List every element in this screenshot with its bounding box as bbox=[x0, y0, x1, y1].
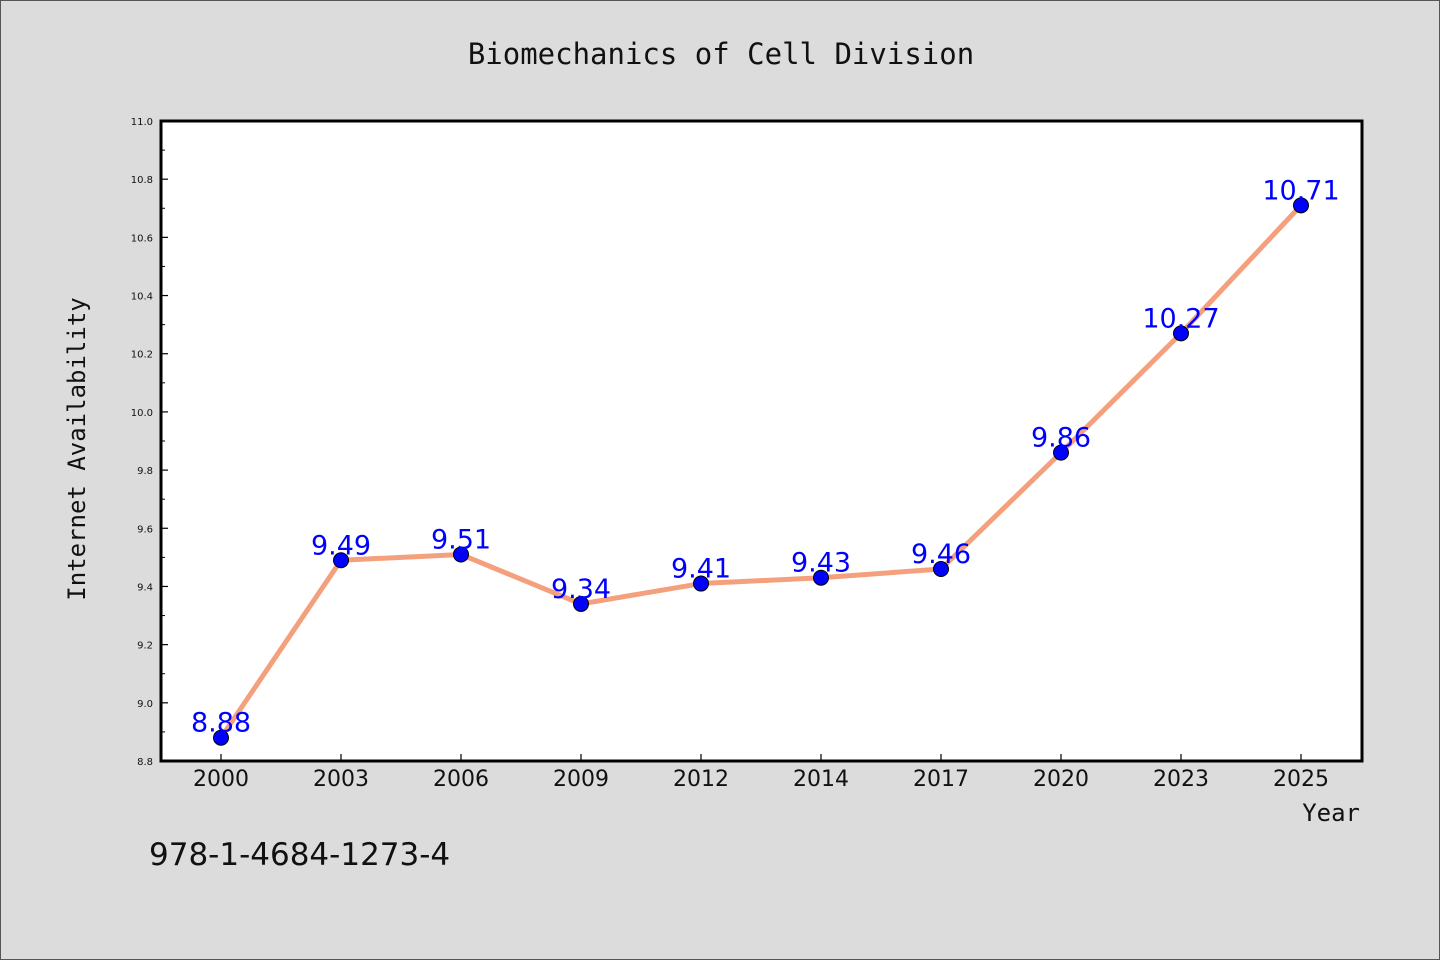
x-tick-label: 2014 bbox=[793, 767, 849, 792]
x-tick-label: 2009 bbox=[553, 767, 609, 792]
data-point bbox=[1293, 197, 1309, 214]
data-point bbox=[933, 561, 949, 577]
y-tick-label: 9.4 bbox=[137, 582, 153, 593]
data-label: 9.41 bbox=[671, 554, 731, 585]
data-label: 9.49 bbox=[311, 530, 371, 561]
data-label: 9.86 bbox=[1031, 423, 1091, 454]
chart-title: Biomechanics of Cell Division bbox=[468, 37, 974, 71]
y-tick-label: 9.6 bbox=[137, 524, 153, 535]
x-tick-label: 2006 bbox=[433, 767, 489, 792]
x-tick-label: 2003 bbox=[313, 767, 369, 792]
data-point bbox=[813, 569, 829, 586]
data-point bbox=[1173, 325, 1189, 342]
data-point bbox=[333, 552, 349, 569]
y-tick-label: 9.0 bbox=[137, 699, 153, 710]
data-label: 9.34 bbox=[551, 574, 611, 605]
data-label: 10.27 bbox=[1142, 303, 1219, 334]
data-label: 9.43 bbox=[791, 548, 851, 579]
y-tick-label: 8.8 bbox=[137, 757, 153, 768]
data-label: 9.46 bbox=[911, 539, 971, 570]
y-axis-ticks: 8.8 9.0 9.2 9.4 9.6 9.8 10.0 10.2 10.4 10.6 10.8 11… bbox=[131, 117, 168, 768]
series-line bbox=[218, 202, 1304, 741]
x-tick-label: 2017 bbox=[913, 767, 969, 792]
x-tick-label: 2025 bbox=[1273, 767, 1329, 792]
y-tick-label: 11.0 bbox=[131, 117, 153, 128]
series-layer bbox=[213, 197, 1309, 746]
data-point bbox=[453, 546, 469, 563]
data-point bbox=[1053, 444, 1069, 461]
y-tick-label: 10.2 bbox=[131, 350, 153, 361]
y-tick-label: 9.8 bbox=[137, 466, 153, 477]
x-tick-label: 2023 bbox=[1153, 767, 1209, 792]
x-axis-label: Year bbox=[1302, 799, 1360, 827]
data-point bbox=[213, 729, 229, 746]
x-tick-label: 2000 bbox=[193, 767, 249, 792]
y-tick-label: 9.2 bbox=[137, 641, 153, 652]
plot-frame bbox=[159, 119, 1364, 763]
x-tick-label: 2020 bbox=[1033, 767, 1089, 792]
y-tick-label: 10.8 bbox=[131, 175, 153, 186]
data-label: 10.71 bbox=[1262, 175, 1339, 206]
data-point bbox=[573, 595, 589, 612]
isbn-footnote: 978-1-4684-1273-4 bbox=[149, 837, 450, 873]
y-tick-label: 10.6 bbox=[131, 233, 153, 244]
data-label: 8.88 bbox=[191, 708, 251, 739]
y-tick-label: 10.0 bbox=[131, 408, 153, 419]
data-labels: 8.88 9.49 9.51 9.34 9.41 9.43 9.46 9.86 10.27 10.… bbox=[191, 175, 1340, 738]
y-tick-label: 10.4 bbox=[131, 292, 153, 303]
plot-area bbox=[161, 121, 1362, 761]
data-label: 9.51 bbox=[431, 524, 491, 555]
y-axis-label: Internet Availability bbox=[63, 297, 91, 600]
x-tick-label: 2012 bbox=[673, 767, 729, 792]
x-axis-ticks: 2000 2003 2006 2009 2012 2014 2017 2020 2023 2025 bbox=[193, 754, 1329, 792]
data-point bbox=[693, 575, 709, 592]
